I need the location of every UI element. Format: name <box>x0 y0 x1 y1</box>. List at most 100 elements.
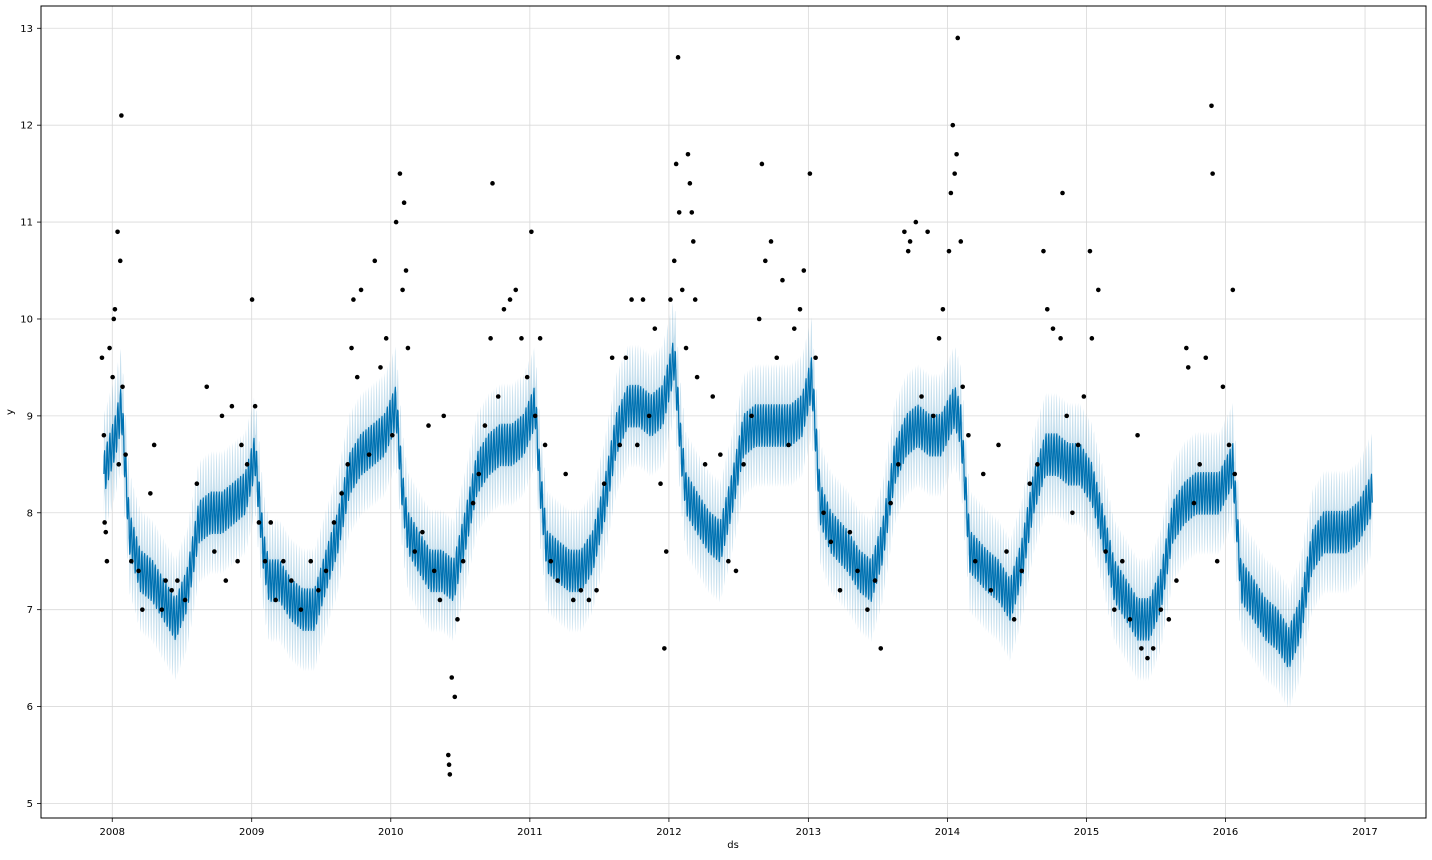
observed-point <box>262 558 268 564</box>
y-tick-label: 7 <box>27 605 33 616</box>
observed-point <box>1232 471 1238 477</box>
observed-point <box>116 462 122 467</box>
observed-point <box>331 520 337 525</box>
observed-point <box>1127 617 1133 622</box>
observed-point <box>349 345 354 351</box>
observed-point <box>601 481 607 487</box>
observed-point <box>175 578 180 583</box>
observed-point <box>1041 248 1046 254</box>
observed-point <box>256 520 262 525</box>
y-tick-label: 12 <box>20 121 33 132</box>
observed-point <box>931 413 936 419</box>
observed-point <box>501 306 507 312</box>
observed-point <box>952 171 957 176</box>
observed-point <box>403 268 409 273</box>
observed-point <box>1214 558 1220 564</box>
observed-point <box>117 258 123 264</box>
observed-point <box>733 568 739 574</box>
observed-point <box>532 413 538 419</box>
observed-point <box>936 336 942 341</box>
observed-point <box>223 578 229 583</box>
observed-point <box>281 558 286 564</box>
observed-point <box>913 219 919 225</box>
observed-point <box>791 326 797 331</box>
observed-point <box>828 539 834 545</box>
observed-point <box>446 752 451 758</box>
observed-point <box>115 229 120 235</box>
observed-point <box>104 558 110 564</box>
x-tick-label: 2015 <box>1074 827 1099 838</box>
observed-point <box>1145 655 1150 661</box>
observed-point <box>159 607 165 612</box>
x-tick-label: 2011 <box>517 827 542 838</box>
observed-point <box>960 384 965 390</box>
observed-point <box>663 549 669 554</box>
observed-point <box>1139 646 1144 651</box>
observed-point <box>393 219 399 225</box>
observed-point <box>1064 413 1069 419</box>
forecast-line <box>103 342 1373 668</box>
observed-point <box>1081 394 1087 399</box>
observed-point <box>629 297 634 302</box>
observed-point <box>685 151 691 157</box>
uncertainty-interval <box>103 302 1373 708</box>
observed-point <box>888 500 893 506</box>
observed-point <box>1075 442 1081 448</box>
observed-point <box>946 248 952 254</box>
observed-point <box>1035 462 1040 467</box>
observed-point <box>323 568 329 574</box>
observed-point <box>102 520 107 525</box>
observed-point <box>537 336 543 341</box>
observed-point <box>1197 462 1202 467</box>
observed-point <box>1011 617 1017 622</box>
observed-point <box>103 529 109 535</box>
observed-point <box>351 297 356 302</box>
observed-point <box>741 462 746 467</box>
observed-point <box>495 394 501 399</box>
observed-point <box>490 181 495 186</box>
y-axis-label: y <box>5 409 16 415</box>
observed-point <box>925 229 930 235</box>
observed-point <box>1203 355 1209 361</box>
observed-point <box>366 452 372 457</box>
observed-point <box>1150 646 1156 651</box>
observed-point <box>140 607 145 612</box>
observed-point <box>907 239 913 244</box>
observed-point <box>339 491 344 496</box>
observed-point <box>586 597 592 603</box>
observed-point <box>702 462 708 467</box>
observed-point <box>111 316 117 322</box>
observed-point <box>658 481 663 487</box>
y-tick-label: 11 <box>20 218 33 229</box>
observed-point <box>1103 549 1108 554</box>
observed-point <box>120 384 125 390</box>
observed-point <box>383 336 389 341</box>
observed-point <box>1112 607 1117 612</box>
observed-point <box>905 248 911 254</box>
x-tick-label: 2017 <box>1352 827 1377 838</box>
uncertainty-band <box>103 302 1373 708</box>
observed-point <box>273 597 279 603</box>
observed-point <box>749 413 754 419</box>
observed-point <box>110 374 115 380</box>
observed-point <box>447 772 453 777</box>
observed-point <box>194 481 200 487</box>
observed-point <box>136 568 141 574</box>
observed-point <box>169 587 174 593</box>
y-tick-label: 13 <box>20 24 33 35</box>
forecast-yhat-line <box>103 342 1373 668</box>
observed-point <box>151 442 157 448</box>
observed-point <box>1027 481 1033 487</box>
observed-point <box>689 210 695 215</box>
y-tick-label: 6 <box>27 702 33 713</box>
observed-point <box>1070 510 1075 516</box>
observed-point <box>345 462 351 467</box>
observed-point <box>298 607 304 612</box>
observed-point <box>872 578 878 583</box>
observed-point <box>640 297 646 302</box>
observed-point <box>1191 500 1197 506</box>
observed-point <box>244 462 250 467</box>
observed-point <box>980 471 986 477</box>
observed-point <box>268 520 274 525</box>
